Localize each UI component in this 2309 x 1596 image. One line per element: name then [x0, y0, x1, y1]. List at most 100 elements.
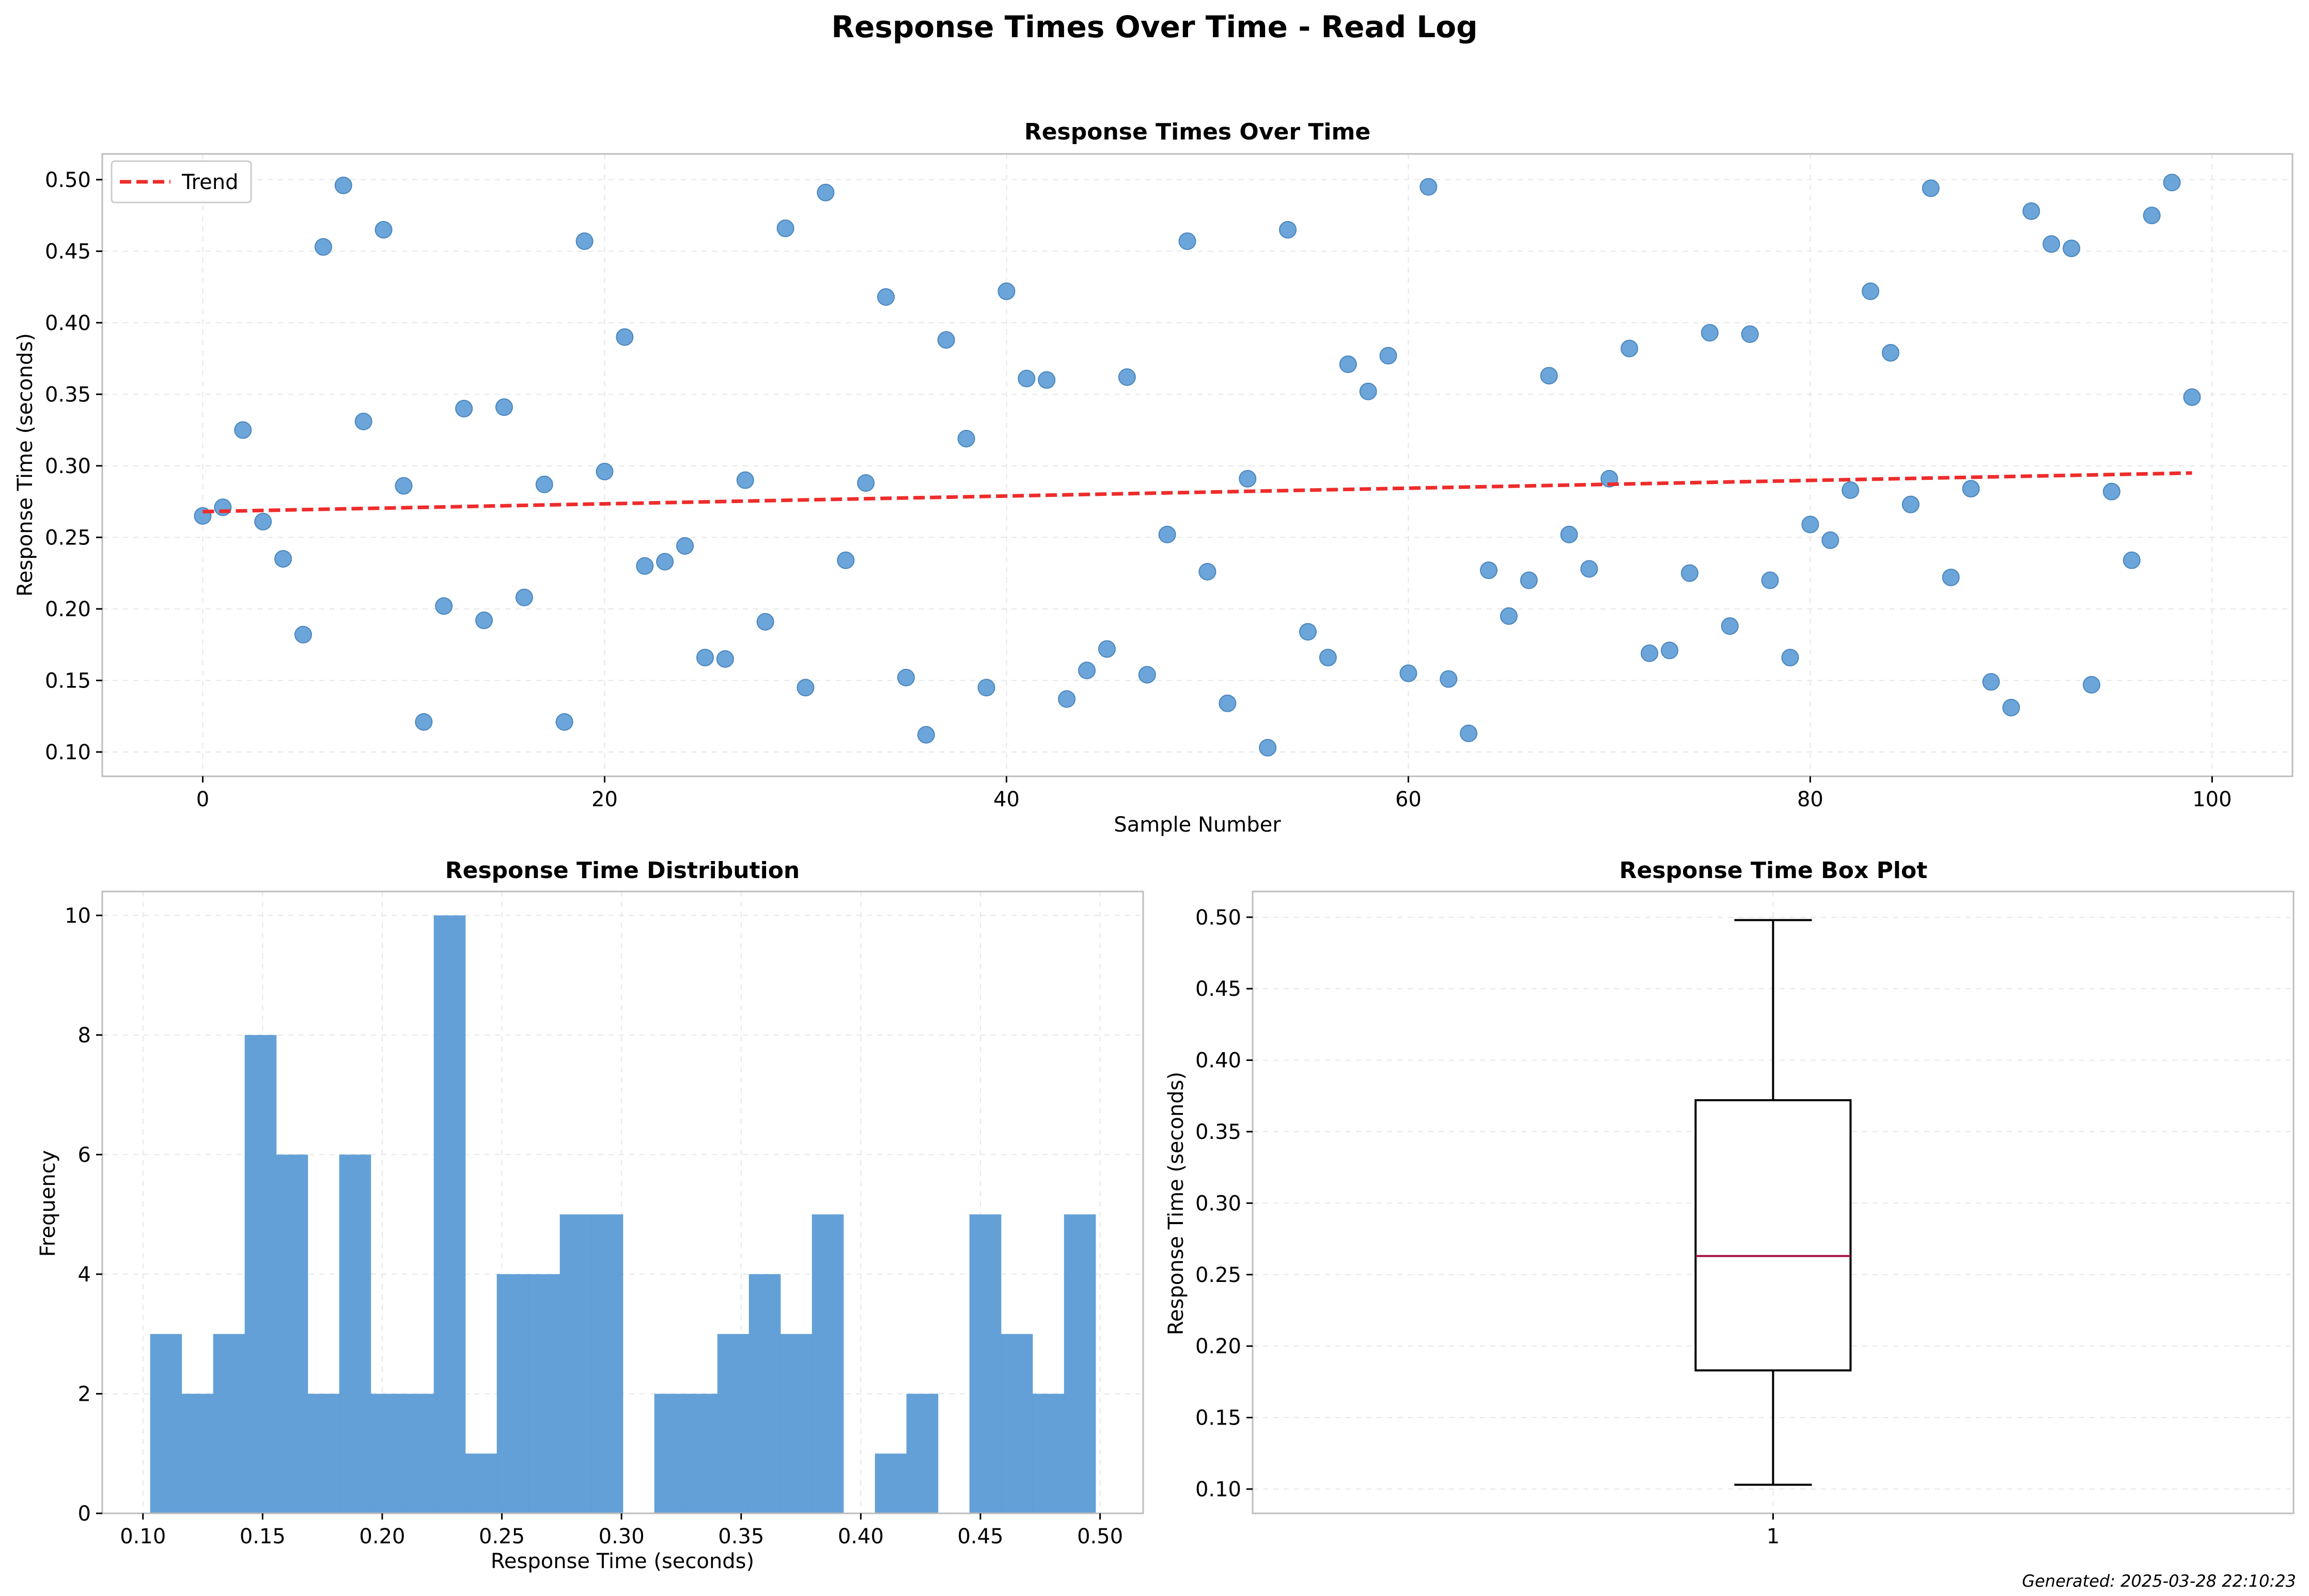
figure-title: Response Times Over Time - Read Log — [831, 9, 1477, 44]
scatter-legend: Trend — [111, 160, 252, 204]
histogram-bar — [1064, 1214, 1096, 1513]
scatter-point — [1962, 480, 1980, 498]
histogram-bar — [150, 1334, 182, 1513]
scatter-point — [1018, 369, 1036, 387]
scatter-point — [1721, 617, 1739, 635]
histogram-bar — [370, 1394, 403, 1513]
histogram-xtick-label: 0.40 — [838, 1525, 884, 1548]
boxplot-ytick-label: 0.15 — [1195, 1406, 1241, 1430]
histogram-bar — [339, 1154, 371, 1513]
boxplot-ytick-label: 0.40 — [1195, 1049, 1241, 1073]
scatter-ytick-label: 0.15 — [45, 669, 91, 693]
histogram-bar — [780, 1334, 813, 1513]
boxplot-xtick-label: 1 — [1767, 1525, 1780, 1548]
scatter-point — [1480, 561, 1498, 580]
boxplot-panel: Response Time Box Plot 0.10 0.15 0.20 0.25 0… — [1164, 857, 2295, 1548]
scatter-point — [455, 400, 473, 418]
scatter-point — [254, 512, 272, 530]
scatter-point — [2163, 174, 2181, 192]
histogram-bar — [559, 1214, 592, 1513]
scatter-point — [917, 726, 935, 744]
scatter-point — [575, 232, 594, 250]
scatter-point — [1801, 515, 1819, 534]
scatter-point — [897, 668, 915, 686]
scatter-point — [1138, 666, 1156, 684]
scatter-xtick-label: 40 — [993, 788, 1020, 811]
scatter-point — [1239, 470, 1257, 488]
scatter-point — [1440, 670, 1458, 688]
scatter-point — [1882, 344, 1900, 362]
histogram-bar — [654, 1394, 687, 1513]
histogram-ylabel: Frequency — [36, 1150, 60, 1257]
scatter-point — [1098, 640, 1116, 658]
scatter-point — [1319, 649, 1337, 667]
scatter-point — [1540, 367, 1558, 385]
scatter-point — [334, 176, 352, 194]
scatter-point — [435, 597, 453, 615]
trend-line — [202, 471, 2192, 514]
histogram-bar — [812, 1214, 844, 1513]
scatter-point — [596, 462, 614, 480]
scatter-point — [1078, 662, 1096, 680]
scatter-point — [1982, 673, 2000, 691]
histogram-bar — [465, 1453, 497, 1513]
scatter-point — [817, 183, 835, 201]
scatter-ytick-label: 0.45 — [45, 240, 91, 263]
scatter-point — [395, 477, 413, 495]
scatter-xtick-label: 60 — [1395, 788, 1422, 811]
histogram-bar — [276, 1154, 308, 1513]
histogram-bar — [402, 1394, 434, 1513]
scatter-point — [415, 713, 433, 731]
histogram-xtick-label: 0.15 — [240, 1525, 286, 1548]
scatter-point — [1842, 481, 1860, 499]
scatter-point — [1641, 644, 1659, 662]
scatter-point — [1279, 221, 1297, 239]
boxplot-ytick-label: 0.50 — [1195, 906, 1241, 930]
scatter-ylabel: Response Time (seconds) — [13, 333, 37, 597]
scatter-point — [2063, 239, 2081, 257]
histogram-bar — [1001, 1334, 1033, 1513]
scatter-point — [555, 713, 573, 731]
scatter-point — [1560, 525, 1578, 543]
scatter-point — [977, 679, 995, 697]
histogram-title: Response Time Distribution — [445, 857, 800, 884]
scatter-point — [1901, 495, 1920, 513]
boxplot-ytick-label: 0.25 — [1195, 1263, 1241, 1287]
scatter-point — [1761, 571, 1779, 589]
histogram-bar — [969, 1214, 1002, 1513]
scatter-point — [1460, 724, 1478, 742]
scatter-ytick-label: 0.30 — [45, 455, 91, 478]
scatter-point — [1922, 179, 1940, 197]
histogram-ytick-label: 8 — [78, 1024, 91, 1047]
scatter-point — [1419, 178, 1438, 196]
histogram-xtick-label: 0.30 — [599, 1525, 645, 1548]
scatter-frame — [101, 153, 2294, 777]
scatter-point — [214, 498, 232, 517]
scatter-point — [1620, 339, 1639, 357]
scatter-ytick-label: 0.25 — [45, 526, 91, 550]
scatter-point — [2022, 202, 2040, 220]
histogram-bar — [1032, 1394, 1065, 1513]
legend-box — [111, 160, 252, 204]
histogram-bar — [433, 915, 466, 1513]
scatter-point — [314, 238, 332, 256]
scatter-xtick-label: 20 — [591, 788, 618, 811]
histogram-xtick-label: 0.35 — [718, 1525, 764, 1548]
histogram-xlabel: Response Time (seconds) — [491, 1550, 754, 1573]
scatter-point — [1661, 641, 1679, 660]
scatter-point — [1700, 324, 1719, 342]
histogram-bar — [685, 1394, 718, 1513]
scatter-point — [1118, 368, 1136, 386]
scatter-point — [1299, 623, 1317, 641]
scatter-ytick-label: 0.50 — [45, 168, 91, 192]
scatter-panel: Response Times Over Time 0 20 40 60 80 100 0.1… — [13, 119, 2294, 837]
scatter-point — [997, 282, 1016, 300]
scatter-point — [1198, 562, 1216, 581]
histogram-ytick-label: 2 — [78, 1382, 91, 1406]
scatter-point — [1821, 531, 1839, 549]
scatter-point — [776, 220, 794, 238]
boxplot-ytick-label: 0.35 — [1195, 1120, 1241, 1144]
scatter-point — [475, 612, 493, 630]
boxplot-ylabel: Response Time (seconds) — [1164, 1072, 1188, 1335]
histogram-frame — [101, 890, 1144, 1514]
